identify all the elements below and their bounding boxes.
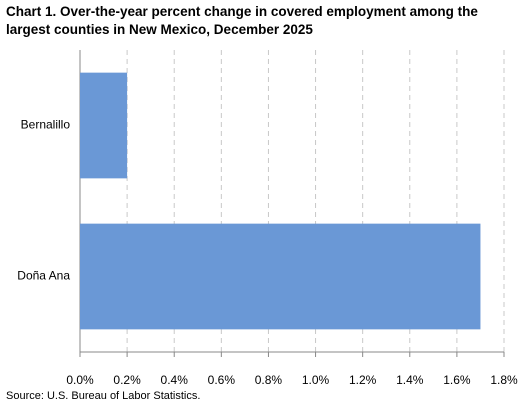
x-tick-label: 1.2%	[349, 373, 377, 387]
y-tick-label: Doña Ana	[17, 269, 70, 283]
x-tick-label: 1.8%	[490, 373, 518, 387]
source-note: Source: U.S. Bureau of Labor Statistics.	[6, 390, 200, 402]
x-tick-label: 0.6%	[208, 373, 236, 387]
bar	[80, 72, 128, 179]
y-tick-label: Bernalillo	[21, 118, 71, 132]
chart-title: Chart 1. Over-the-year percent change in…	[6, 4, 478, 37]
x-tick-label: 1.4%	[396, 373, 424, 387]
x-tick-label: 1.6%	[443, 373, 471, 387]
x-tick-label: 0.8%	[255, 373, 283, 387]
x-tick-label: 1.0%	[302, 373, 330, 387]
bar	[80, 223, 481, 330]
x-tick-label: 0.2%	[113, 373, 141, 387]
x-tick-label: 0.4%	[161, 373, 189, 387]
x-tick-label: 0.0%	[66, 373, 94, 387]
